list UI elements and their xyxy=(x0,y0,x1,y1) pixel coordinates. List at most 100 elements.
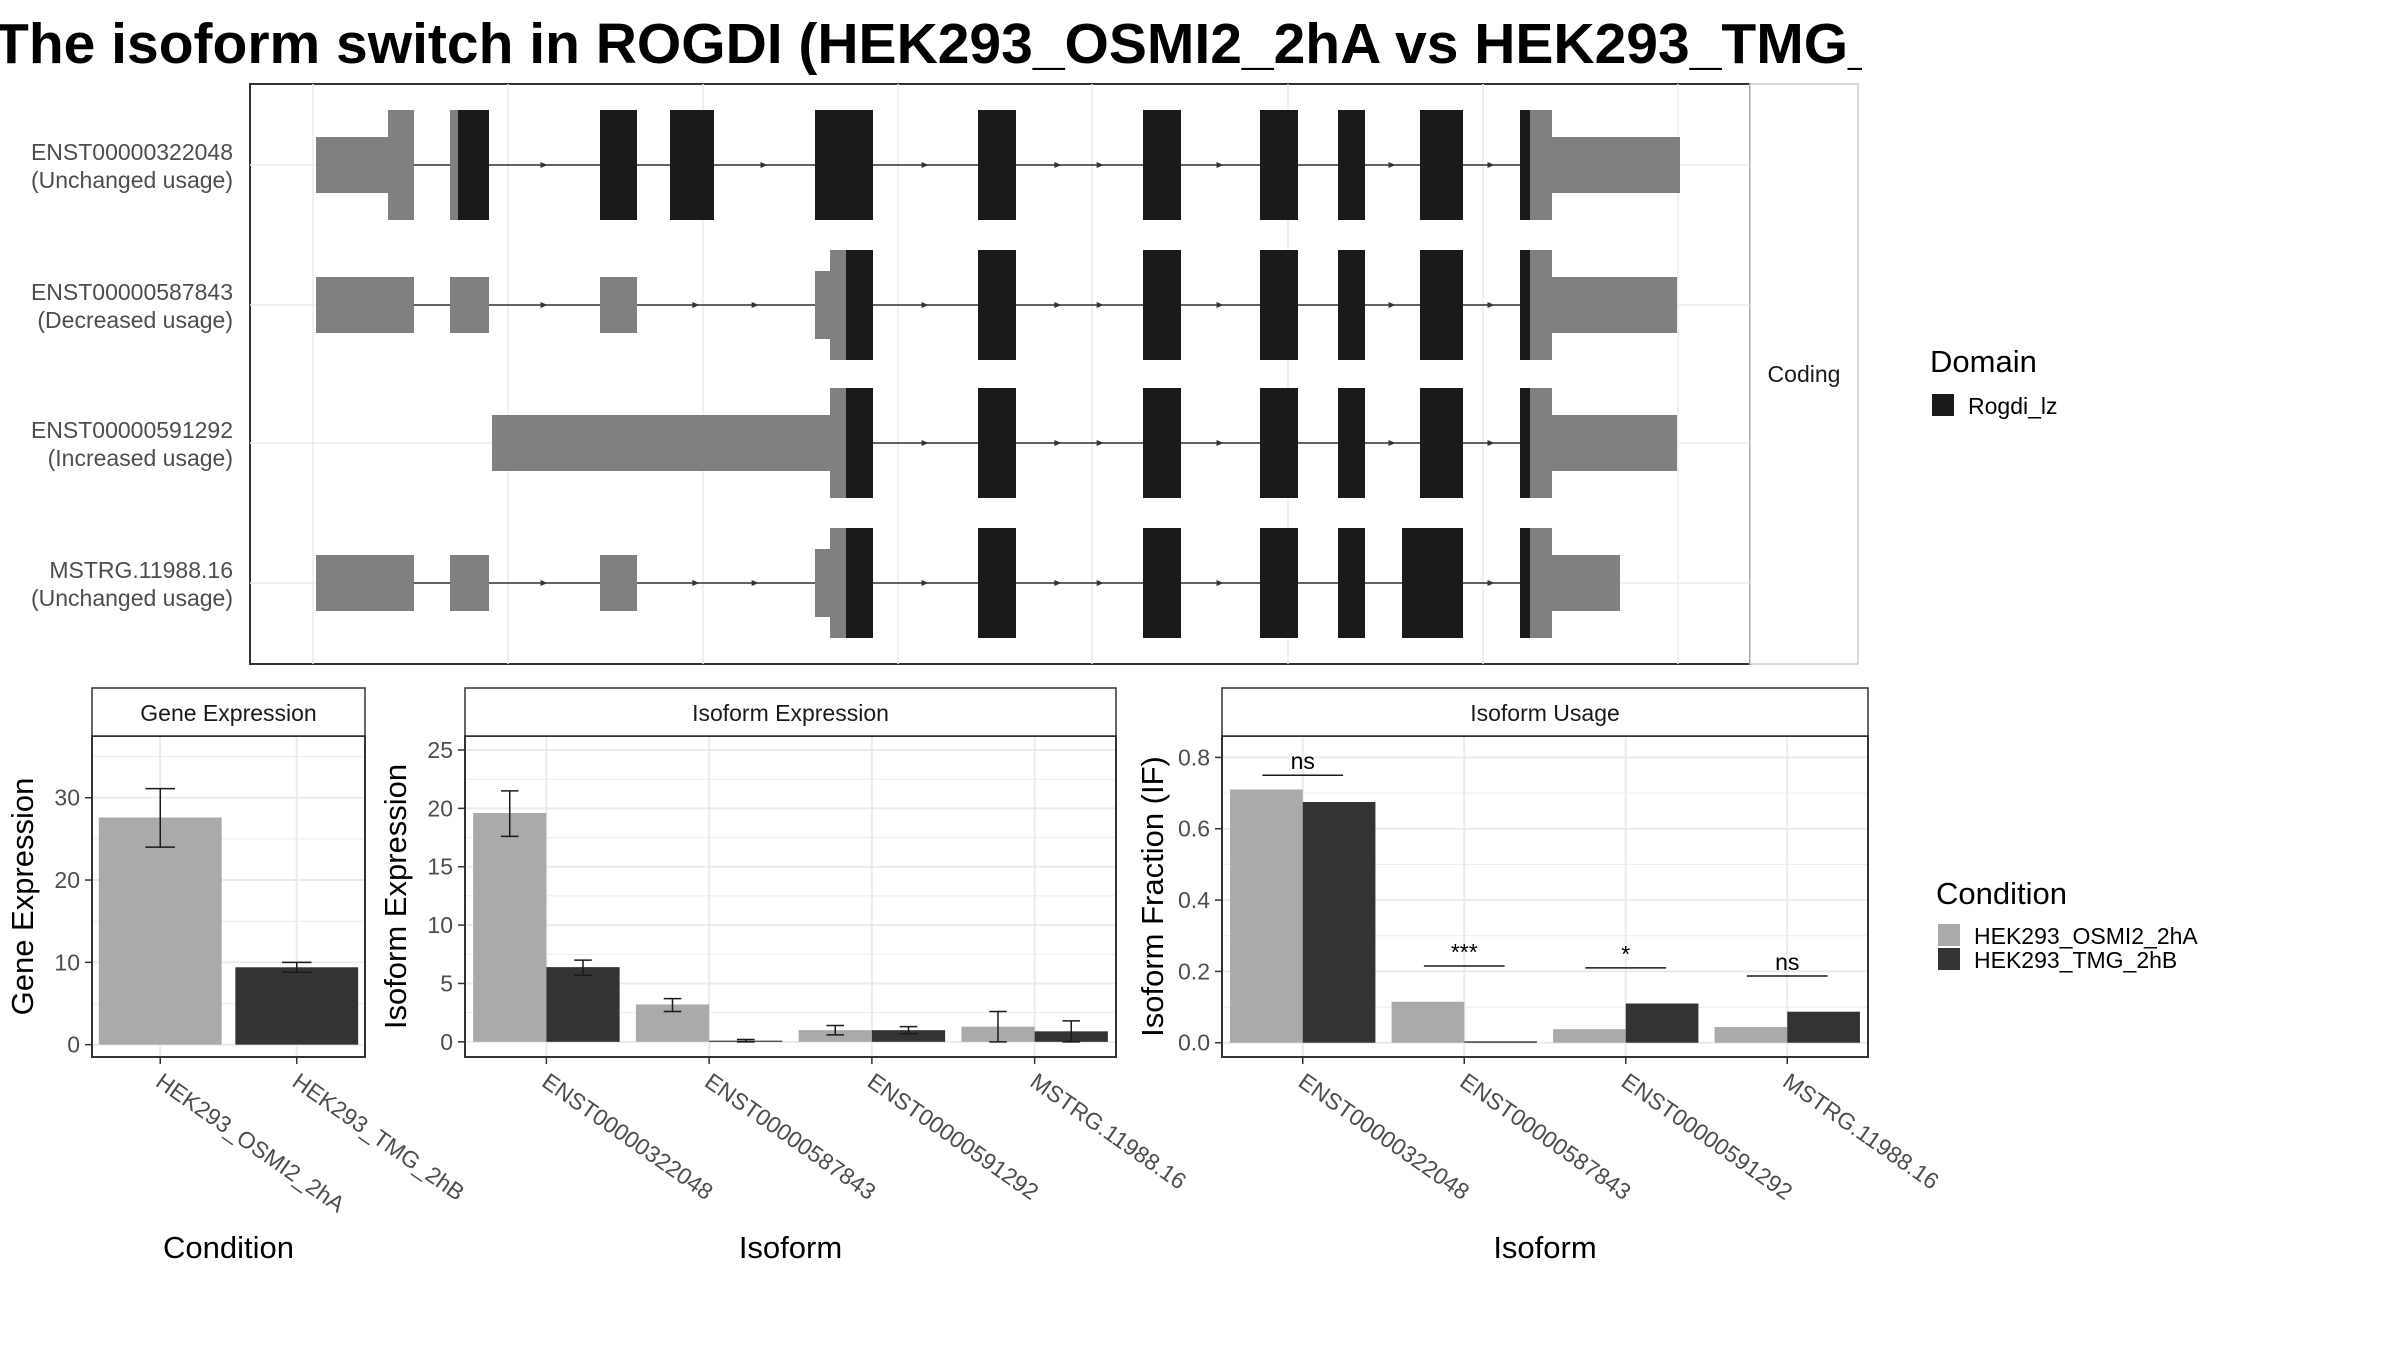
utr-exon xyxy=(830,388,846,498)
domain-legend-swatch xyxy=(1932,394,1954,416)
direction-arrow xyxy=(921,162,929,168)
significance-label: * xyxy=(1621,941,1630,967)
y-tick-label: 0.2 xyxy=(1178,958,1210,984)
bar xyxy=(546,967,620,1042)
utr-exon xyxy=(830,528,846,638)
x-tick-label: ENST00000322048 xyxy=(538,1068,718,1205)
x-axis-title: Isoform xyxy=(1493,1230,1596,1265)
domain-exon xyxy=(1260,110,1298,220)
transcript-usage-label: (Increased usage) xyxy=(48,445,233,471)
domain-exon xyxy=(846,388,873,498)
bar xyxy=(473,813,547,1042)
domain-exon xyxy=(600,110,637,220)
y-tick-label: 0 xyxy=(440,1029,453,1055)
x-axis-title: Condition xyxy=(163,1230,294,1265)
transcript-label: ENST00000322048 xyxy=(31,139,233,165)
y-tick-label: 25 xyxy=(427,737,453,763)
bar xyxy=(1302,801,1376,1043)
error-bar xyxy=(1062,1020,1081,1043)
domain-legend-label: Rogdi_lz xyxy=(1968,393,2058,419)
domain-exon xyxy=(1338,528,1365,638)
direction-arrow xyxy=(1388,162,1396,168)
utr-exon xyxy=(316,137,388,193)
x-axis-title: Isoform xyxy=(739,1230,842,1265)
significance-label: *** xyxy=(1451,939,1478,965)
error-bar xyxy=(663,997,682,1013)
direction-arrow xyxy=(540,162,548,168)
transcript-label: ENST00000587843 xyxy=(31,279,233,305)
domain-exon xyxy=(1338,250,1365,360)
domain-exon xyxy=(1338,110,1365,220)
y-tick-label: 0.0 xyxy=(1178,1030,1210,1056)
panel-strip xyxy=(1221,687,1869,737)
bar xyxy=(1714,1027,1788,1043)
utr-exon xyxy=(1530,388,1552,498)
y-tick-label: 20 xyxy=(427,795,453,821)
utr-exon xyxy=(600,555,637,611)
direction-arrow xyxy=(1388,440,1396,446)
direction-arrow xyxy=(760,162,768,168)
domain-exon xyxy=(978,110,1016,220)
domain-exon xyxy=(1143,110,1181,220)
bar xyxy=(235,967,359,1045)
chart-title: The isoform switch in ROGDI (HEK293_OSMI… xyxy=(0,12,1862,76)
condition-legend-swatch xyxy=(1938,948,1960,970)
x-tick-label: ENST00000587843 xyxy=(700,1068,880,1205)
error-bar xyxy=(282,961,312,973)
domain-exon xyxy=(1143,250,1181,360)
domain-exon xyxy=(670,110,714,220)
y-tick-label: 10 xyxy=(54,949,80,975)
utr-exon xyxy=(600,277,637,333)
direction-arrow xyxy=(1487,580,1495,586)
x-tick-label: ENST00000587843 xyxy=(1455,1068,1635,1205)
y-tick-label: 10 xyxy=(427,912,453,938)
error-bar xyxy=(826,1024,845,1036)
y-tick-label: 30 xyxy=(54,785,80,811)
utr-exon xyxy=(388,110,414,220)
direction-arrow xyxy=(692,580,700,586)
x-tick-label: MSTRG.11988.16 xyxy=(1778,1068,1943,1195)
utr-exon xyxy=(1552,137,1680,193)
condition-legend-label: HEK293_TMG_2hB xyxy=(1974,947,2177,973)
domain-exon xyxy=(978,388,1016,498)
panel-title: Gene Expression xyxy=(140,700,316,726)
direction-arrow xyxy=(1216,162,1224,168)
direction-arrow xyxy=(1487,440,1495,446)
direction-arrow xyxy=(692,302,700,308)
domain-exon xyxy=(1143,528,1181,638)
domain-exon xyxy=(978,250,1016,360)
bar xyxy=(1391,1001,1465,1043)
domain-exon xyxy=(1338,388,1365,498)
error-bar xyxy=(989,1010,1007,1043)
direction-arrow xyxy=(1487,162,1495,168)
y-tick-label: 0.8 xyxy=(1178,744,1210,770)
direction-arrow xyxy=(921,440,929,446)
domain-exon xyxy=(1402,528,1463,638)
domain-exon xyxy=(1260,388,1298,498)
direction-arrow xyxy=(751,580,759,586)
x-tick-label: ENST00000591292 xyxy=(1617,1068,1797,1205)
panel-strip xyxy=(464,687,1117,737)
transcript-usage-label: (Unchanged usage) xyxy=(31,167,233,193)
direction-arrow xyxy=(751,302,759,308)
direction-arrow xyxy=(540,302,548,308)
domain-exon xyxy=(1420,388,1463,498)
bar xyxy=(1464,1041,1537,1043)
direction-arrow xyxy=(1096,440,1104,446)
utr-exon xyxy=(450,110,458,220)
utr-exon xyxy=(1552,277,1677,333)
direction-arrow xyxy=(921,302,929,308)
y-tick-label: 0.6 xyxy=(1178,816,1210,842)
direction-arrow xyxy=(1054,162,1062,168)
condition-legend-swatch xyxy=(1938,924,1960,946)
y-axis-title: Isoform Fraction (IF) xyxy=(1135,756,1170,1037)
domain-exon xyxy=(1420,110,1463,220)
utr-exon xyxy=(815,271,830,339)
direction-arrow xyxy=(1054,302,1062,308)
bar xyxy=(1553,1029,1626,1043)
direction-arrow xyxy=(1216,302,1224,308)
significance-label: ns xyxy=(1291,748,1315,774)
bar xyxy=(871,1030,946,1042)
domain-exon xyxy=(815,110,873,220)
direction-arrow xyxy=(1216,580,1224,586)
